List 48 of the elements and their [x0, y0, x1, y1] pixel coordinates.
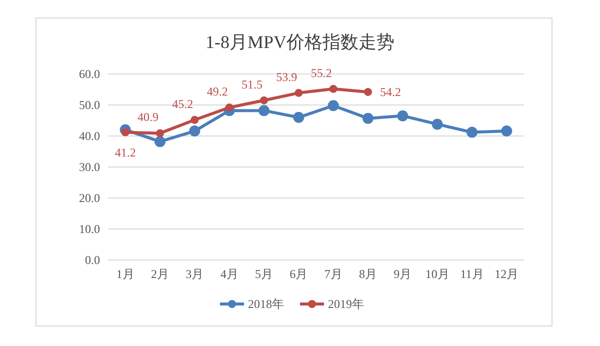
text: 60.0: [79, 67, 100, 81]
point: [156, 129, 164, 138]
x-tick-label: 3月: [186, 267, 204, 281]
point: [364, 88, 372, 96]
x-tick-label: 6月: [290, 267, 308, 281]
x-tick-label: 9月: [394, 267, 412, 281]
point: [501, 126, 512, 137]
x-tick-label: 8月: [359, 267, 377, 281]
point: [121, 128, 130, 136]
data-label: 53.9: [276, 70, 298, 84]
data-label: 40.9: [138, 110, 158, 124]
point: [362, 112, 374, 124]
point: [293, 112, 304, 123]
data-label: 45.2: [172, 96, 194, 111]
text: 50.0: [79, 98, 100, 112]
x-tick-label: 10月: [425, 267, 450, 281]
point: [397, 110, 408, 122]
x-tick-label: 2月: [151, 267, 169, 281]
point: [154, 136, 166, 148]
point: [466, 126, 478, 138]
x-tick-label: 5月: [255, 267, 273, 281]
data-label: 41.2: [114, 145, 136, 160]
point: [294, 88, 303, 97]
text: 30.0: [79, 160, 100, 174]
x-tick-label: 12月: [494, 267, 519, 281]
text: 40.0: [79, 129, 100, 143]
x-tick-label: 11月: [460, 267, 484, 281]
point: [258, 105, 270, 116]
text: 20.0: [79, 191, 100, 205]
point: [190, 116, 199, 124]
data-label: 49.2: [206, 84, 228, 98]
x-tick-label: 4月: [220, 267, 238, 281]
data-label: 51.5: [242, 77, 262, 92]
point: [260, 96, 268, 104]
legend-label: 2019年: [328, 297, 364, 311]
x-tick-label: 1月: [116, 267, 134, 281]
point: [225, 103, 234, 112]
point: [329, 84, 338, 93]
data-label: 55.2: [310, 66, 332, 80]
text: 0.0: [85, 253, 100, 267]
point: [432, 118, 443, 130]
point: [189, 126, 200, 137]
data-label: 54.2: [380, 84, 401, 99]
text: 10.0: [79, 222, 100, 236]
chart-title: 1-8月MPV价格指数走势: [205, 32, 395, 52]
legend-label: 2018年: [248, 297, 284, 311]
point: [328, 100, 339, 112]
x-tick-label: 7月: [324, 267, 342, 281]
